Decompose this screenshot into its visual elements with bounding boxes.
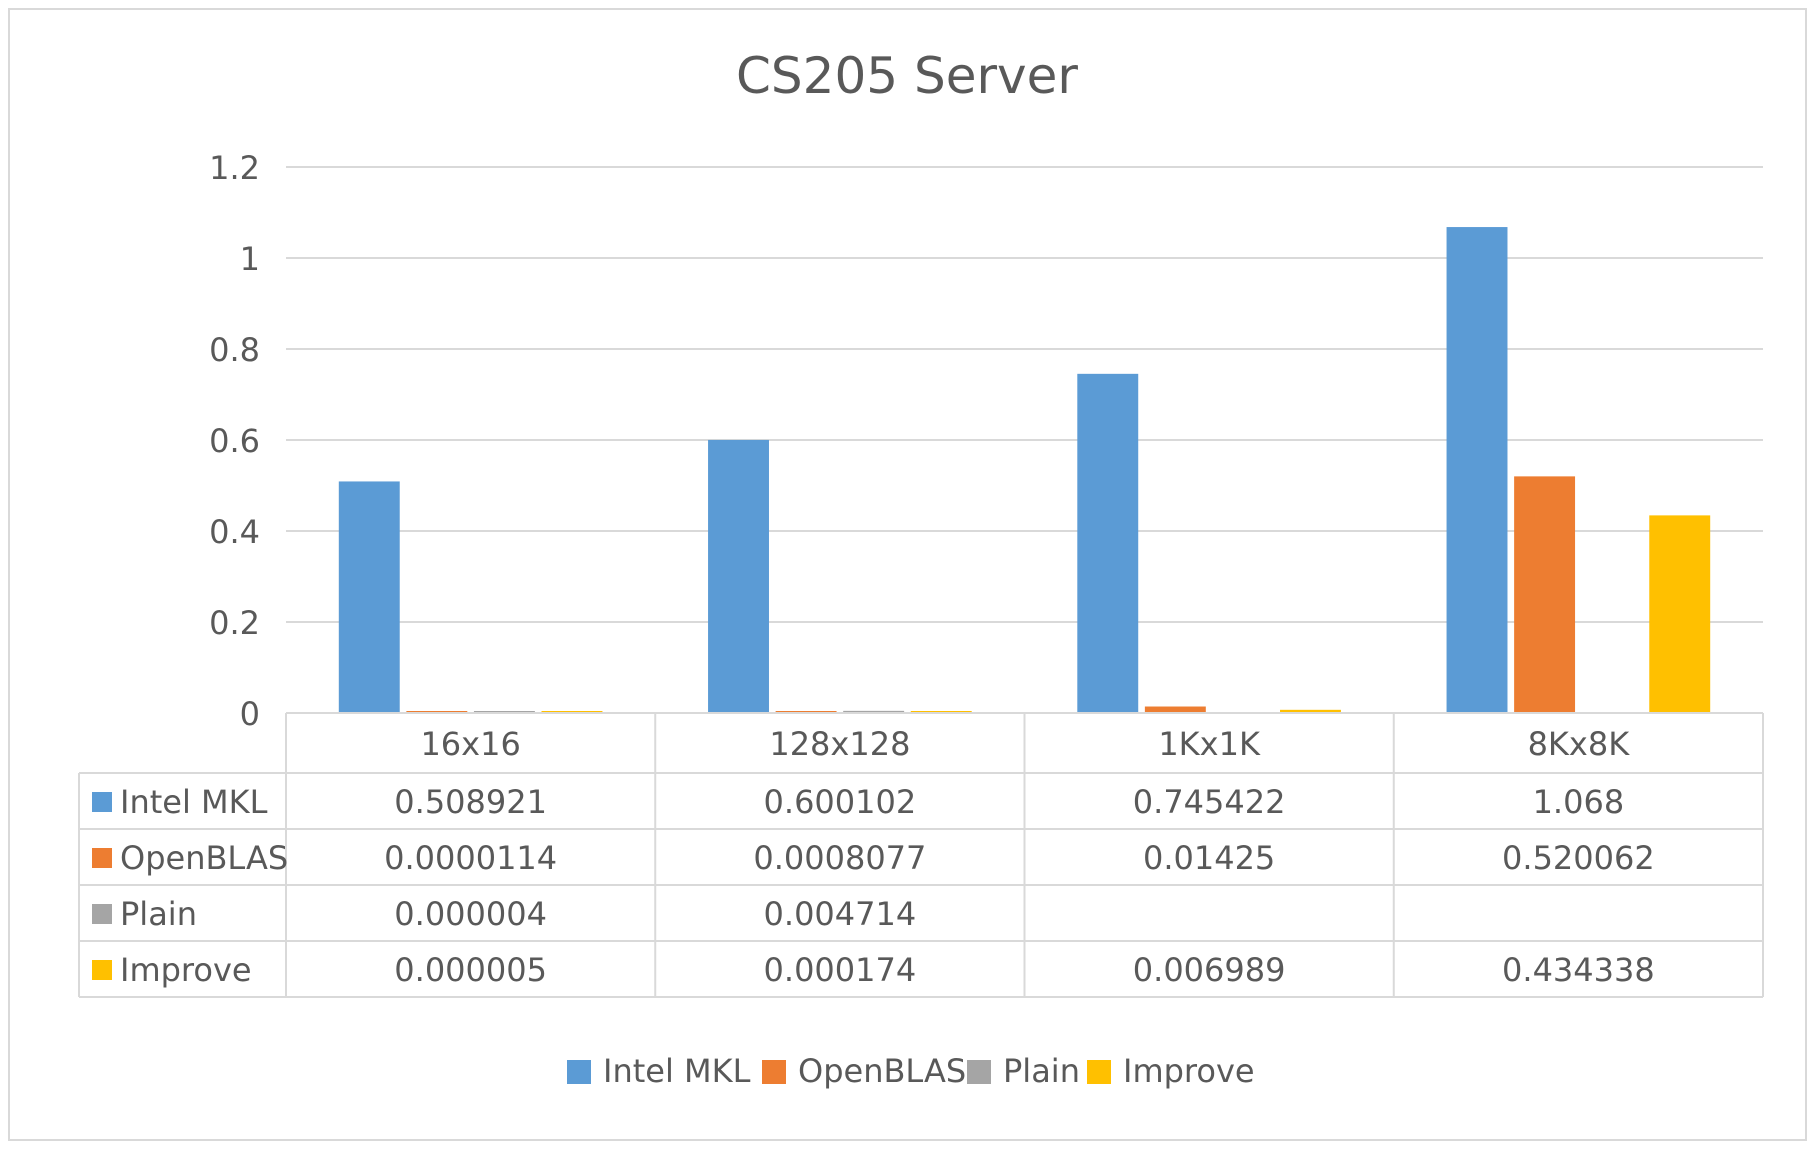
y-axis-tick-labels: 0 0.2 0.4 0.6 0.8 1 1.2 bbox=[209, 149, 260, 733]
y-tick-label: 1 bbox=[240, 240, 260, 278]
legend-swatch bbox=[762, 1060, 786, 1084]
data-value-label: 0.520062 bbox=[1502, 839, 1655, 877]
legend: Intel MKL OpenBLAS Plain Improve bbox=[567, 1052, 1255, 1090]
bars bbox=[338, 227, 1711, 713]
series-row-label: OpenBLAS bbox=[120, 839, 288, 877]
category-label: 1Kx1K bbox=[1158, 725, 1261, 763]
data-value-label: 0.004714 bbox=[764, 895, 917, 933]
bar bbox=[708, 439, 769, 713]
legend-key-swatch bbox=[92, 848, 112, 868]
legend-label: Improve bbox=[1123, 1052, 1255, 1090]
y-tick-label: 0.4 bbox=[209, 513, 260, 551]
bar bbox=[843, 710, 905, 713]
bar bbox=[338, 481, 400, 713]
data-value-label: 0.000005 bbox=[394, 951, 547, 989]
y-tick-label: 0.2 bbox=[209, 604, 260, 642]
bar bbox=[1649, 515, 1711, 713]
data-value-label: 0.000174 bbox=[764, 951, 917, 989]
data-value-label: 0.01425 bbox=[1143, 839, 1275, 877]
legend-label: OpenBLAS bbox=[798, 1052, 966, 1090]
category-label: 8Kx8K bbox=[1528, 725, 1631, 763]
legend-swatch bbox=[967, 1060, 991, 1084]
data-value-label: 0.0000114 bbox=[384, 839, 557, 877]
bar bbox=[1280, 709, 1341, 713]
data-value-label: 0.0008077 bbox=[753, 839, 926, 877]
legend-key-swatch bbox=[92, 792, 112, 812]
legend-label: Intel MKL bbox=[603, 1052, 751, 1090]
legend-swatch bbox=[1087, 1060, 1111, 1084]
data-value-label: 0.600102 bbox=[764, 783, 917, 821]
data-value-label: 1.068 bbox=[1533, 783, 1625, 821]
series-row-label: Intel MKL bbox=[120, 783, 268, 821]
y-tick-label: 0.6 bbox=[209, 422, 260, 460]
bar bbox=[1446, 227, 1508, 713]
data-value-label: 0.434338 bbox=[1502, 951, 1655, 989]
y-tick-label: 1.2 bbox=[209, 149, 260, 187]
legend-key-swatch bbox=[92, 904, 112, 924]
series-row-label: Plain bbox=[120, 895, 197, 933]
data-value-label: 0.508921 bbox=[394, 783, 547, 821]
category-label: 16x16 bbox=[420, 725, 520, 763]
bar bbox=[1144, 706, 1206, 713]
data-table: 16x16 128x128 1Kx1K 8Kx8K Intel MKL 0.508921 0… bbox=[78, 712, 1764, 998]
legend-key-swatch bbox=[92, 960, 112, 980]
data-value-label: 0.000004 bbox=[394, 895, 547, 933]
category-label: 128x128 bbox=[769, 725, 910, 763]
data-value-label: 0.745422 bbox=[1133, 783, 1286, 821]
bar bbox=[1077, 373, 1139, 713]
legend-swatch bbox=[567, 1060, 591, 1084]
y-tick-label: 0.8 bbox=[209, 331, 260, 369]
y-tick-label: 0 bbox=[240, 695, 260, 733]
legend-label: Plain bbox=[1003, 1052, 1080, 1090]
chart-title: CS205 Server bbox=[736, 47, 1078, 105]
series-row-label: Improve bbox=[120, 951, 252, 989]
bar bbox=[1514, 476, 1576, 713]
data-value-label: 0.006989 bbox=[1133, 951, 1286, 989]
